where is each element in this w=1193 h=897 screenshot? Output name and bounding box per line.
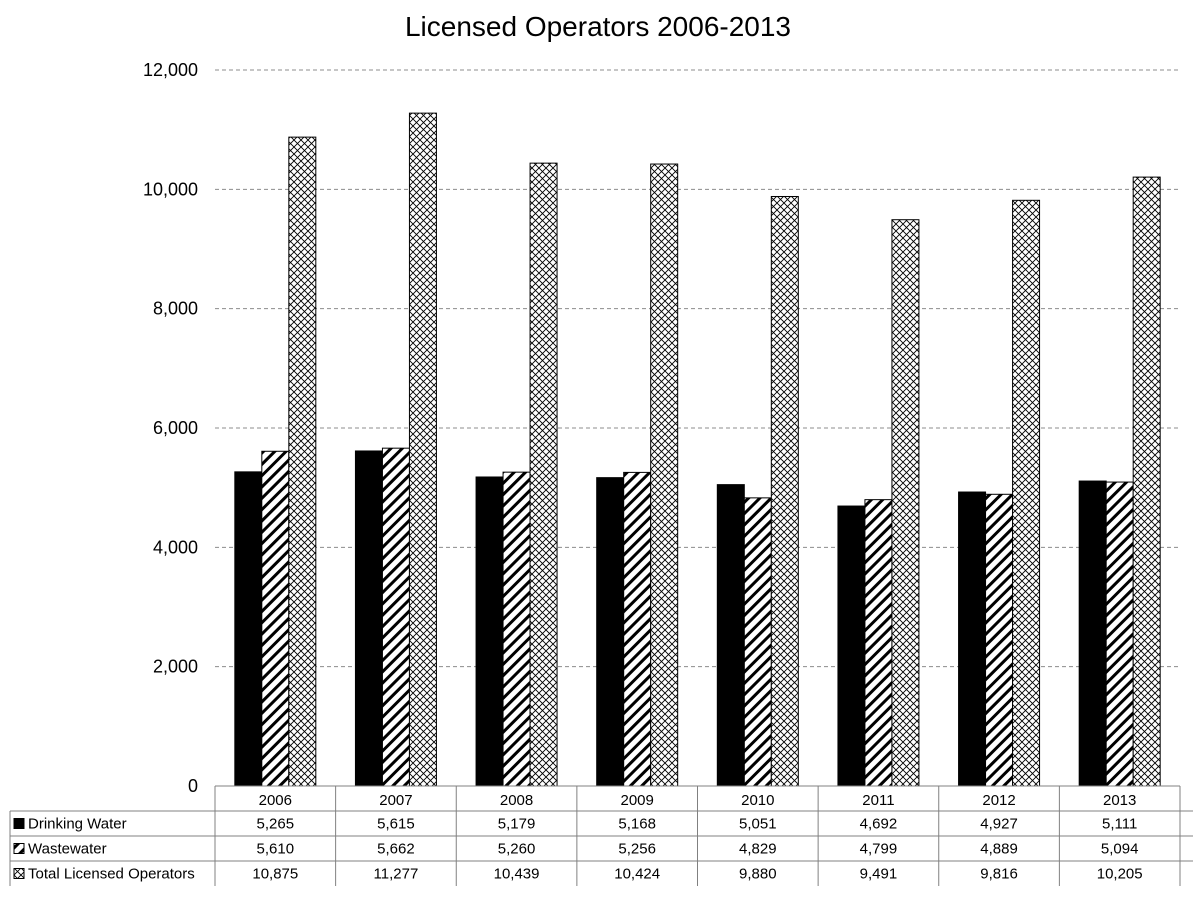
- data-label: 4,829: [739, 841, 777, 858]
- data-label: 5,179: [498, 816, 536, 833]
- bar-total-licensed-operators: [288, 136, 317, 787]
- bar-total-licensed-operators: [408, 112, 437, 787]
- x-tick-label: 2011: [862, 792, 894, 809]
- legend-label: Wastewater: [28, 841, 107, 858]
- x-tick-label: 2012: [982, 792, 1015, 809]
- bar-drinking-water: [596, 477, 625, 787]
- bar-wastewater: [1105, 481, 1134, 787]
- legend-label: Drinking Water: [28, 816, 127, 833]
- bar-wastewater: [261, 450, 290, 787]
- bar-wastewater: [743, 497, 772, 787]
- bar-wastewater: [502, 471, 531, 787]
- data-label: 9,491: [860, 866, 898, 883]
- data-label: 5,615: [377, 816, 415, 833]
- bar-drinking-water: [234, 471, 263, 787]
- y-tick-label: 2,000: [153, 657, 198, 677]
- y-tick-label: 6,000: [153, 418, 198, 438]
- bar-drinking-water: [958, 491, 987, 787]
- bar-drinking-water: [837, 505, 866, 787]
- bar-drinking-water: [1078, 480, 1107, 787]
- bar-total-licensed-operators: [1132, 176, 1161, 787]
- y-tick-label: 4,000: [153, 537, 198, 557]
- data-label: 9,880: [739, 866, 777, 883]
- legend-key: [13, 843, 25, 854]
- data-label: 10,424: [614, 866, 660, 883]
- data-label: 10,439: [494, 866, 540, 883]
- data-label: 5,260: [498, 841, 536, 858]
- y-tick-label: 8,000: [153, 299, 198, 319]
- x-tick-label: 2010: [741, 792, 774, 809]
- bar-total-licensed-operators: [1012, 199, 1041, 787]
- bar-total-licensed-operators: [650, 163, 679, 787]
- data-label: 9,816: [980, 866, 1018, 883]
- x-tick-label: 2009: [621, 792, 654, 809]
- y-axis-ticks: 0 2,000 4,000 6,000 8,000 10,000 12,000: [143, 60, 198, 796]
- data-label: 10,205: [1097, 866, 1143, 883]
- bar-wastewater: [381, 447, 410, 787]
- data-label: 11,277: [374, 866, 419, 883]
- bar-wastewater: [864, 499, 893, 787]
- bar-wastewater: [623, 471, 652, 787]
- bar-drinking-water: [354, 450, 383, 787]
- y-tick-label: 12,000: [143, 60, 198, 80]
- data-table: 2006 2007 2008 2009 2010 2011 2012 2013 Drinking…: [9, 785, 1193, 886]
- legend-label: Total Licensed Operators: [28, 866, 195, 883]
- data-label: 4,927: [980, 816, 1018, 833]
- bar-wastewater: [985, 493, 1014, 787]
- data-label: 5,051: [739, 816, 777, 833]
- bar-total-licensed-operators: [770, 195, 799, 787]
- data-label: 5,094: [1101, 841, 1139, 858]
- data-label: 4,889: [980, 841, 1018, 858]
- data-label: 4,799: [860, 841, 898, 858]
- bar-total-licensed-operators: [891, 219, 920, 787]
- y-tick-label: 10,000: [143, 179, 198, 199]
- data-label: 5,256: [618, 841, 656, 858]
- x-tick-label: 2008: [500, 792, 533, 809]
- data-label: 5,662: [377, 841, 415, 858]
- data-label: 5,265: [257, 816, 295, 833]
- x-tick-label: 2007: [379, 792, 412, 809]
- bar-drinking-water: [475, 476, 504, 787]
- legend-key: [13, 818, 25, 829]
- data-label: 10,875: [252, 866, 298, 883]
- x-tick-label: 2006: [259, 792, 292, 809]
- data-label: 5,168: [618, 816, 656, 833]
- data-label: 5,610: [257, 841, 295, 858]
- data-label: 5,111: [1102, 816, 1137, 833]
- chart-title: Licensed Operators 2006-2013: [405, 11, 791, 42]
- data-label: 4,692: [860, 816, 898, 833]
- bar-total-licensed-operators: [529, 162, 558, 787]
- bars: [234, 112, 1161, 787]
- legend-key: [13, 868, 25, 879]
- x-tick-label: 2013: [1103, 792, 1136, 809]
- y-tick-label: 0: [188, 776, 198, 796]
- bar-drinking-water: [716, 484, 745, 787]
